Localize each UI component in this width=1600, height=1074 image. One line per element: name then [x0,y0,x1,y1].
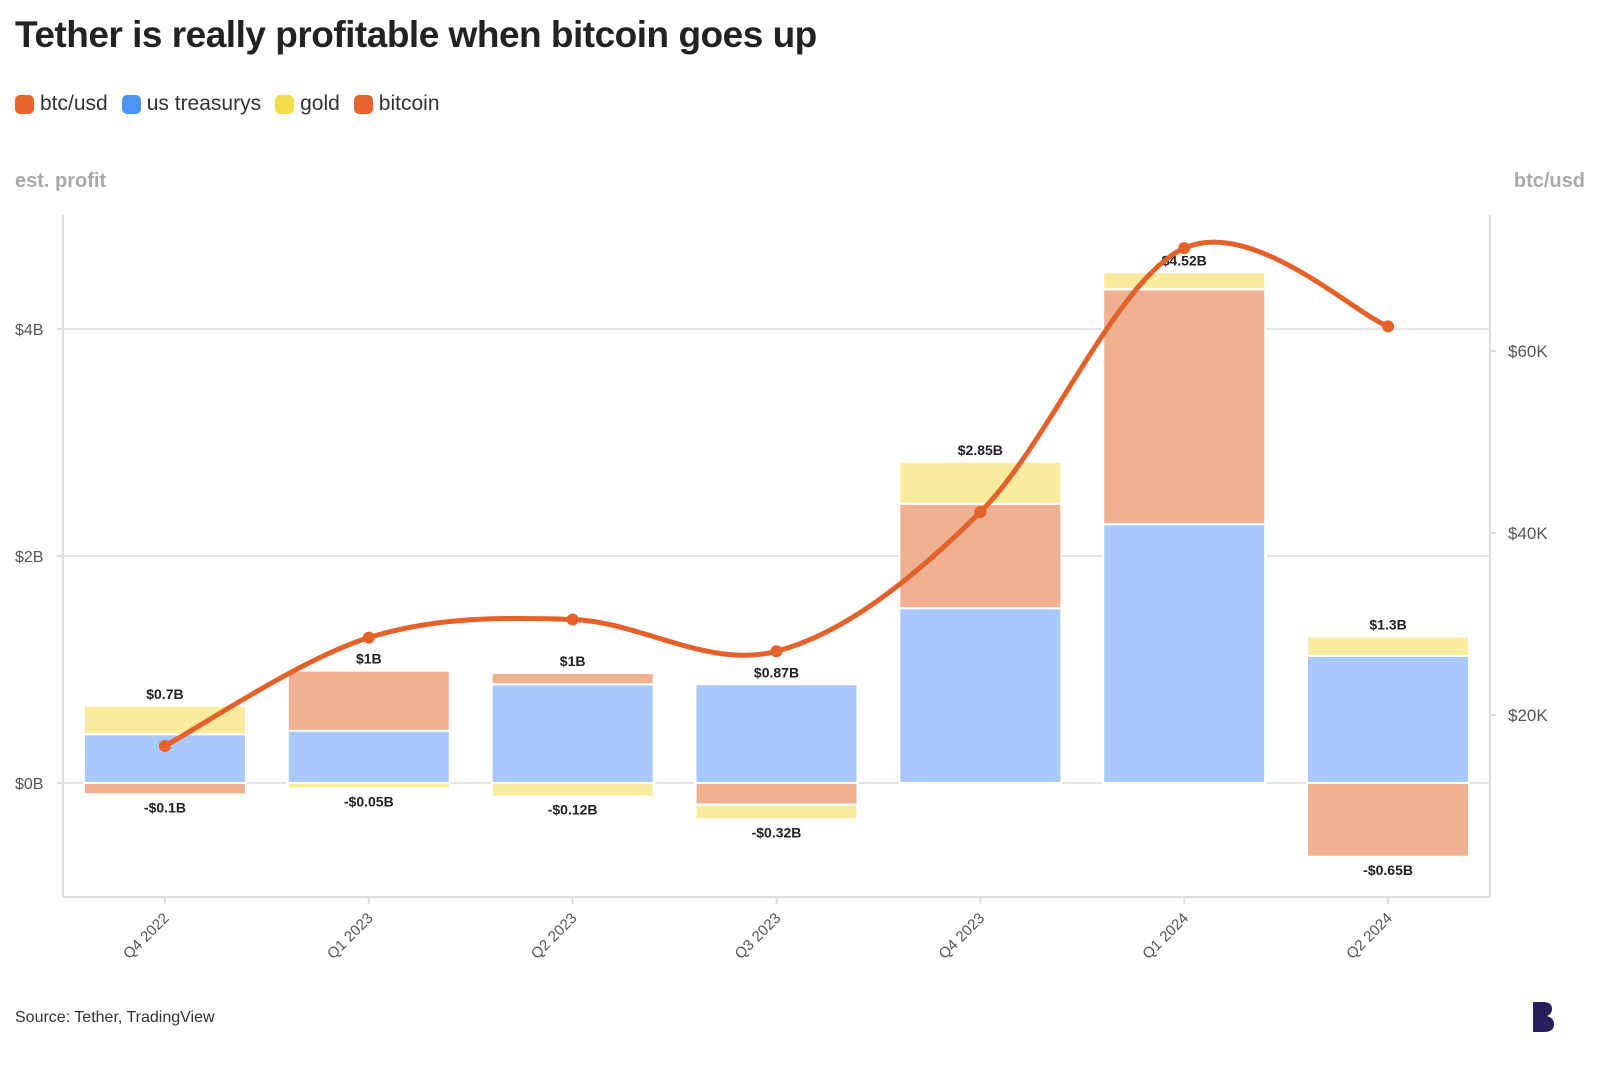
bar-us-treasurys [694,683,859,785]
bar-bitcoin [1306,782,1471,858]
y2-tick-label: $60K [1508,342,1548,361]
bar-us-treasurys [286,729,451,784]
legend-label-bitcoin: bitcoin [378,92,440,115]
bar-us-treasurys [1102,523,1267,784]
btc-usd-point [974,506,987,519]
legend-item-bitcoin[interactable]: bitcoin [353,92,440,116]
bar-bitcoin [694,782,859,806]
bar-total-label-negative: -$0.12B [548,802,598,818]
bar-bitcoin [1102,288,1267,526]
legend: btc/usd us treasurys gold bitcoin [15,92,440,116]
bar-bitcoin [490,671,655,686]
y-axis-title: est. profit [15,170,107,192]
legend-swatch-gold [275,94,295,114]
legend-item-gold[interactable]: gold [275,92,340,116]
legend-swatch-btc-usd [15,94,34,114]
bar-total-label: $1B [560,653,586,669]
bar-total-label-negative: -$0.65B [1363,862,1413,878]
btc-usd-point [1178,242,1191,255]
legend-swatch-bitcoin [353,94,373,114]
brand-logo-icon [1533,1002,1554,1032]
x-tick-label: Q4 2022 [120,910,173,963]
btc-usd-point [1382,320,1395,333]
legend-item-btc-usd[interactable]: btc/usd [15,92,108,116]
btc-usd-point [362,631,375,644]
bar-total-label: $2.85B [958,442,1003,458]
x-tick-label: Q1 2024 [1139,910,1192,963]
legend-swatch-us-treasurys [121,94,141,114]
legend-item-us-treasurys[interactable]: us treasurys [121,92,262,116]
bar-us-treasurys [490,683,655,785]
bar-bitcoin [82,782,247,796]
btc-usd-point [158,739,171,752]
x-tick-label: Q4 2023 [935,910,988,963]
bar-gold [694,803,859,821]
btc-usd-point [770,645,783,658]
bar-bitcoin [898,502,1063,610]
source-note: Source: Tether, TradingView [15,1009,215,1026]
btc-usd-point [566,613,579,626]
chart-title: Tether is really profitable when bitcoin… [15,14,817,55]
bar-gold [82,704,247,736]
bar-gold [1306,635,1471,657]
bar-gold [490,782,655,798]
legend-label-us-treasurys: us treasurys [146,92,262,115]
bar-us-treasurys [898,607,1063,785]
y2-axis-title: btc/usd [1513,170,1585,192]
bar-total-label: $1.3B [1369,617,1406,633]
y-tick-label: $0B [15,776,43,793]
bar-total-label-negative: -$0.1B [144,799,186,815]
bar-gold [898,460,1063,505]
bar-total-label-negative: -$0.05B [344,794,394,810]
y-tick-label: $4B [15,322,43,339]
bar-total-label: $0.87B [754,664,799,680]
bar-us-treasurys [1306,654,1471,785]
bar-gold [286,782,451,790]
x-tick-label: Q1 2023 [324,910,377,963]
x-tick-label: Q2 2023 [528,910,581,963]
bar-gold [1102,271,1267,291]
bar-total-label: $1B [356,651,382,667]
bar-bitcoin [286,669,451,732]
y2-tick-label: $40K [1508,524,1548,543]
bar-total-label: $0.7B [146,686,183,702]
y2-tick-label: $20K [1508,706,1548,725]
legend-label-btc-usd: btc/usd [40,92,108,115]
x-tick-label: Q2 2024 [1343,910,1396,963]
legend-label-gold: gold [300,92,340,115]
y-tick-label: $2B [15,549,43,566]
x-tick-label: Q3 2023 [732,910,785,963]
bar-total-label-negative: -$0.32B [752,824,802,840]
